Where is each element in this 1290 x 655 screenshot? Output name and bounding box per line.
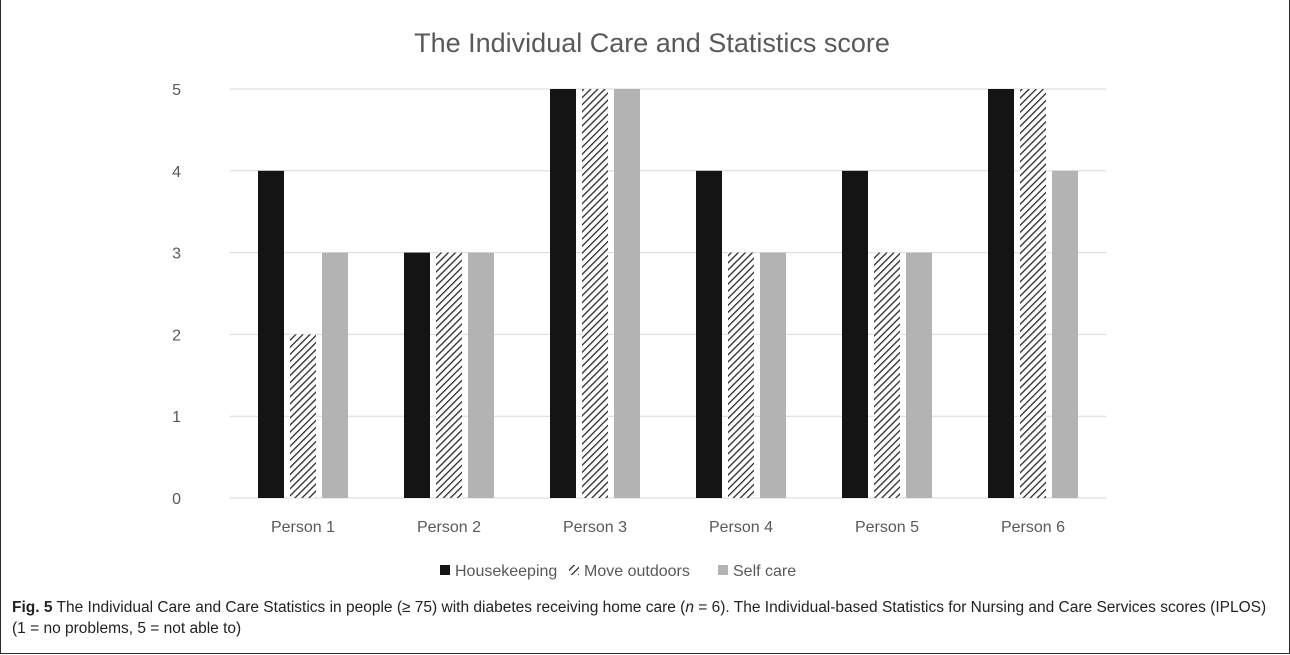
bar-move-outdoors-3 — [582, 89, 608, 498]
figure-caption: Fig. 5 The Individual Care and Care Stat… — [12, 597, 1272, 639]
bar-housekeeping-3 — [550, 89, 576, 498]
bar-housekeeping-1 — [258, 170, 284, 499]
y-tick-label: 2 — [172, 327, 181, 344]
y-tick-label: 1 — [172, 409, 181, 426]
bar-move-outdoors-2 — [436, 252, 462, 498]
legend-label: Self care — [733, 563, 796, 580]
bar-self-care-3 — [614, 89, 640, 498]
y-tick-label: 5 — [172, 82, 181, 99]
bar-move-outdoors-1 — [290, 334, 316, 498]
x-tick-label: Person 4 — [709, 519, 773, 536]
bar-self-care-4 — [760, 252, 786, 498]
caption-text-2: = 6). The Individual-based Statistics fo… — [12, 599, 1267, 637]
y-tick-label: 4 — [172, 164, 181, 181]
chart-title: The Individual Care and Statistics score — [414, 28, 890, 58]
bars — [258, 89, 1078, 499]
bar-housekeeping-4 — [696, 170, 722, 499]
legend: Housekeeping Move outdoors Self care — [440, 563, 796, 580]
x-tick-label: Person 5 — [855, 519, 919, 536]
x-tick-label: Person 6 — [1001, 519, 1065, 536]
y-tick-label: 3 — [172, 246, 181, 263]
legend-swatch-move-outdoors — [569, 565, 579, 575]
gridlines — [230, 88, 1106, 499]
legend-swatch-housekeeping — [440, 565, 450, 575]
x-tick-label: Person 1 — [271, 519, 335, 536]
bar-chart: The Individual Care and Statistics score… — [172, 28, 1106, 580]
bar-housekeeping-5 — [842, 170, 868, 499]
bar-self-care-5 — [906, 252, 932, 498]
caption-text-1: The Individual Care and Care Statistics … — [52, 599, 686, 616]
bar-move-outdoors-6 — [1020, 89, 1046, 498]
legend-label: Move outdoors — [584, 563, 690, 580]
bar-housekeeping-2 — [404, 252, 430, 498]
legend-label: Housekeeping — [455, 563, 557, 580]
x-tick-label: Person 2 — [417, 519, 481, 536]
legend-swatch-self-care — [718, 565, 728, 575]
caption-n-symbol: n — [685, 599, 694, 616]
bar-housekeeping-6 — [988, 89, 1014, 498]
bar-move-outdoors-4 — [728, 252, 754, 498]
bar-move-outdoors-5 — [874, 252, 900, 498]
bar-self-care-1 — [322, 252, 348, 498]
x-tick-label: Person 3 — [563, 519, 627, 536]
figure-label: Fig. 5 — [12, 599, 53, 616]
y-tick-label: 0 — [172, 491, 181, 508]
bar-self-care-2 — [468, 252, 494, 498]
x-axis-ticks: Person 1 Person 2 Person 3 Person 4 Person 5… — [271, 519, 1065, 536]
y-axis-ticks: 0 1 2 3 4 5 — [172, 82, 181, 508]
bar-self-care-6 — [1052, 170, 1078, 499]
